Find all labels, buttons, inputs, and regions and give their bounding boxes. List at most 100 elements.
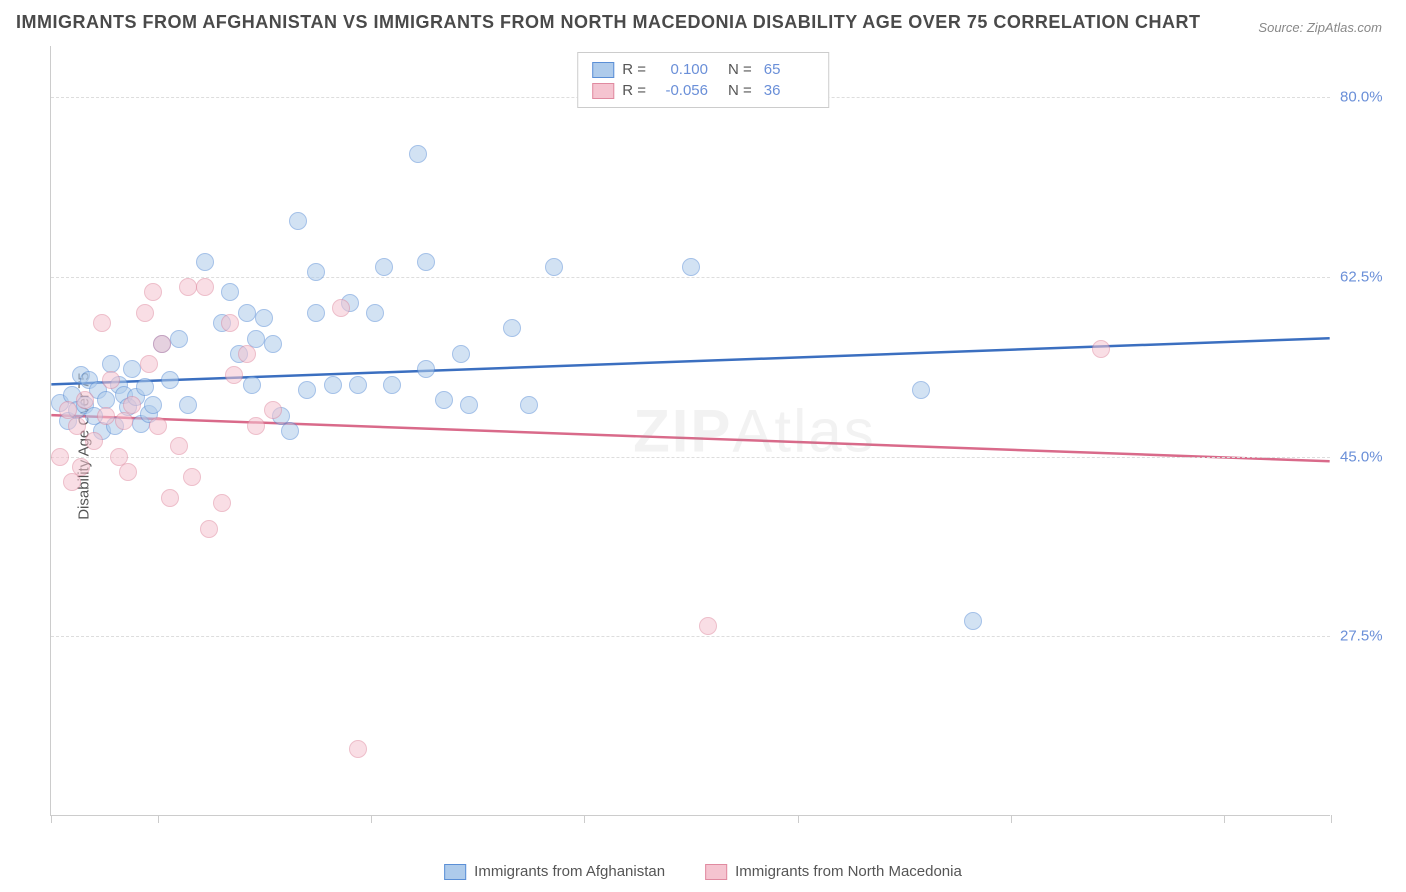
r-value: 0.100 [658, 61, 708, 78]
scatter-point [72, 458, 90, 476]
scatter-point [324, 376, 342, 394]
scatter-point [179, 278, 197, 296]
stats-legend-row: R = -0.056 N = 36 [592, 80, 814, 101]
scatter-point [85, 432, 103, 450]
scatter-point [243, 376, 261, 394]
scatter-point [140, 355, 158, 373]
scatter-point [307, 263, 325, 281]
scatter-point [699, 617, 717, 635]
scatter-point [63, 473, 81, 491]
scatter-point [375, 258, 393, 276]
scatter-point [221, 314, 239, 332]
series-name: Immigrants from Afghanistan [474, 863, 665, 880]
watermark-light: Atlas [732, 397, 875, 464]
scatter-point [281, 422, 299, 440]
scatter-point [298, 381, 316, 399]
source-attribution: Source: ZipAtlas.com [1258, 20, 1382, 35]
source-value: ZipAtlas.com [1307, 20, 1382, 35]
y-tick-label: 45.0% [1340, 448, 1400, 465]
scatter-point [200, 520, 218, 538]
watermark: ZIPAtlas [633, 396, 876, 465]
scatter-point [349, 740, 367, 758]
scatter-point [452, 345, 470, 363]
scatter-point [307, 304, 325, 322]
n-value: 65 [764, 61, 814, 78]
scatter-point [912, 381, 930, 399]
stats-legend-row: R = 0.100 N = 65 [592, 59, 814, 80]
scatter-point [123, 360, 141, 378]
scatter-point [161, 489, 179, 507]
legend-swatch [592, 83, 614, 99]
scatter-point [238, 345, 256, 363]
scatter-point [682, 258, 700, 276]
scatter-point [196, 253, 214, 271]
scatter-point [76, 391, 94, 409]
scatter-point [238, 304, 256, 322]
scatter-point [149, 417, 167, 435]
scatter-point [68, 417, 86, 435]
scatter-point [170, 437, 188, 455]
y-tick-label: 27.5% [1340, 628, 1400, 645]
scatter-point [93, 314, 111, 332]
legend-swatch [705, 864, 727, 880]
scatter-point [383, 376, 401, 394]
scatter-point [460, 396, 478, 414]
x-tick [51, 815, 52, 823]
x-tick [1224, 815, 1225, 823]
trend-lines-layer [51, 46, 1330, 815]
r-label: R = [622, 82, 646, 99]
scatter-point [503, 319, 521, 337]
watermark-bold: ZIP [633, 397, 732, 464]
scatter-point [247, 417, 265, 435]
x-tick [371, 815, 372, 823]
series-legend-item: Immigrants from Afghanistan [444, 863, 665, 880]
n-label: N = [728, 61, 752, 78]
scatter-point [435, 391, 453, 409]
scatter-point [170, 330, 188, 348]
scatter-point [97, 407, 115, 425]
scatter-point [417, 253, 435, 271]
scatter-point [264, 401, 282, 419]
scatter-point [213, 494, 231, 512]
legend-swatch [444, 864, 466, 880]
scatter-point [289, 212, 307, 230]
x-tick [798, 815, 799, 823]
scatter-point [183, 468, 201, 486]
source-label: Source: [1258, 20, 1303, 35]
scatter-point [264, 335, 282, 353]
scatter-point [409, 145, 427, 163]
series-legend-item: Immigrants from North Macedonia [705, 863, 962, 880]
scatter-point [196, 278, 214, 296]
scatter-point [136, 378, 154, 396]
scatter-point [221, 283, 239, 301]
x-tick [584, 815, 585, 823]
scatter-point [520, 396, 538, 414]
scatter-point [179, 396, 197, 414]
scatter-point [161, 371, 179, 389]
scatter-point [136, 304, 154, 322]
scatter-point [144, 283, 162, 301]
scatter-point [115, 412, 133, 430]
chart-title: IMMIGRANTS FROM AFGHANISTAN VS IMMIGRANT… [16, 12, 1201, 33]
scatter-point [153, 335, 171, 353]
stats-legend: R = 0.100 N = 65 R = -0.056 N = 36 [577, 52, 829, 108]
plot-area: ZIPAtlas 27.5%45.0%62.5%80.0% [50, 46, 1330, 816]
gridline-horizontal [51, 277, 1330, 278]
legend-swatch [592, 62, 614, 78]
x-tick [1011, 815, 1012, 823]
scatter-point [225, 366, 243, 384]
trend-line [51, 415, 1329, 461]
r-label: R = [622, 61, 646, 78]
scatter-point [417, 360, 435, 378]
n-value: 36 [764, 82, 814, 99]
scatter-point [255, 309, 273, 327]
scatter-point [144, 396, 162, 414]
scatter-point [349, 376, 367, 394]
scatter-point [51, 448, 69, 466]
scatter-point [366, 304, 384, 322]
y-tick-label: 80.0% [1340, 89, 1400, 106]
scatter-point [332, 299, 350, 317]
series-legend: Immigrants from Afghanistan Immigrants fr… [444, 863, 962, 880]
r-value: -0.056 [658, 82, 708, 99]
n-label: N = [728, 82, 752, 99]
